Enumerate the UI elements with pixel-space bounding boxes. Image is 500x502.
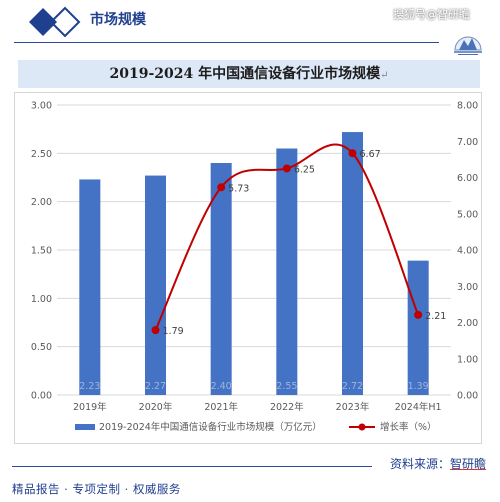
y-right-tick-label: 1.00 xyxy=(457,354,478,365)
legend-bar-swatch xyxy=(75,424,95,430)
chart-title-banner: 2019-2024 年中国通信设备行业市场规模↵ xyxy=(18,60,480,88)
line-data-label: 2.21 xyxy=(425,311,446,322)
y-left-tick-label: 2.00 xyxy=(31,197,52,208)
data-labels: 2.23 2.27 2.40 2.55 2.72 1.39 1.79 5.73 6.25 6.67… xyxy=(79,149,446,392)
source-value: 智研瞻 xyxy=(449,457,486,471)
line-point xyxy=(282,164,291,173)
y-left-tick-label: 3.00 xyxy=(31,101,52,112)
bar-data-label: 2.55 xyxy=(276,381,297,392)
tagline-item: 权威服务 xyxy=(120,482,180,496)
y-left-tick-label: 1.50 xyxy=(31,246,52,257)
line-point xyxy=(151,326,160,335)
line-series xyxy=(151,143,423,335)
y-left-tick-label: 1.00 xyxy=(31,294,52,305)
x-tick-label: 2019年 xyxy=(73,401,107,413)
header-divider xyxy=(14,42,439,43)
line-data-label: 5.73 xyxy=(228,183,249,194)
line-point xyxy=(414,310,423,319)
line-data-label: 6.25 xyxy=(294,164,315,175)
bar xyxy=(276,148,298,395)
y-right-tick-label: 5.00 xyxy=(457,209,478,220)
footer-divider xyxy=(12,466,372,467)
line-point xyxy=(348,149,357,158)
y-left-tick-label: 0.00 xyxy=(31,391,52,402)
legend-bar-label: 2019-2024年中国通信设备行业市场规模（万亿元） xyxy=(99,421,322,433)
y-left-tick-label: 0.50 xyxy=(31,342,52,353)
source-label: 资料来源： xyxy=(389,457,450,471)
combo-chart: 2.23 2.27 2.40 2.55 2.72 1.39 1.79 5.73 6.25 6.67… xyxy=(31,101,478,434)
line-data-label: 6.67 xyxy=(360,149,381,160)
y-right-tick-label: 4.00 xyxy=(457,246,478,257)
bar-data-label: 2.40 xyxy=(211,381,232,392)
y-right-tick-label: 3.00 xyxy=(457,282,478,293)
bar xyxy=(407,260,429,395)
x-tick-label: 2023年 xyxy=(336,401,370,413)
bar xyxy=(341,132,364,396)
line-point xyxy=(217,183,226,192)
bar-data-label: 2.27 xyxy=(145,381,166,392)
x-tick-label: 2024年H1 xyxy=(395,401,442,413)
tagline-item: 精品报告 xyxy=(12,482,60,496)
bar-data-label: 1.39 xyxy=(408,381,429,392)
line-data-label: 1.79 xyxy=(163,326,184,337)
section-title: 市场规模 xyxy=(90,12,146,28)
x-tick-label: 2020年 xyxy=(139,401,173,413)
y-right-tick-label: 0.00 xyxy=(457,391,478,402)
bar-data-label: 2.23 xyxy=(79,381,100,392)
legend-line-label: 增长率（%） xyxy=(380,421,437,433)
y-right-tick-label: 2.00 xyxy=(457,318,478,329)
tagline: 精品报告专项定制权威服务 xyxy=(12,481,181,497)
brand-logo-icon xyxy=(29,6,81,38)
gridlines xyxy=(57,104,451,396)
tagline-item: 专项定制 xyxy=(60,482,120,496)
bar-data-label: 2.72 xyxy=(342,381,363,392)
watermark: 搜狐号@智研瞻 xyxy=(393,8,470,21)
y-right-tick-label: 6.00 xyxy=(457,173,478,184)
chart-title: 2019-2024 年中国通信设备行业市场规模 xyxy=(109,66,381,82)
bar-series xyxy=(79,132,429,396)
bar xyxy=(210,163,232,395)
x-tick-label: 2021年 xyxy=(204,401,238,413)
legend-line-marker xyxy=(358,423,366,431)
legend: 2019-2024年中国通信设备行业市场规模（万亿元） 增长率（%） xyxy=(75,421,437,433)
x-tick-label: 2022年 xyxy=(270,401,304,413)
y-right-tick-label: 8.00 xyxy=(457,101,478,112)
y-left-tick-label: 2.50 xyxy=(31,149,52,160)
bar xyxy=(79,179,101,395)
axes: 0.00 0.50 1.00 1.50 2.00 2.50 3.00 0.00 1.00 2.00… xyxy=(31,101,478,414)
y-right-tick-label: 7.00 xyxy=(457,137,478,148)
return-mark-icon: ↵ xyxy=(380,70,389,81)
chart-frame: 2.23 2.27 2.40 2.55 2.72 1.39 1.79 5.73 6.25 6.67… xyxy=(14,92,482,444)
source-line: 资料来源：智研瞻 xyxy=(390,455,486,472)
company-emblem-icon xyxy=(454,36,482,55)
bar xyxy=(144,175,167,395)
